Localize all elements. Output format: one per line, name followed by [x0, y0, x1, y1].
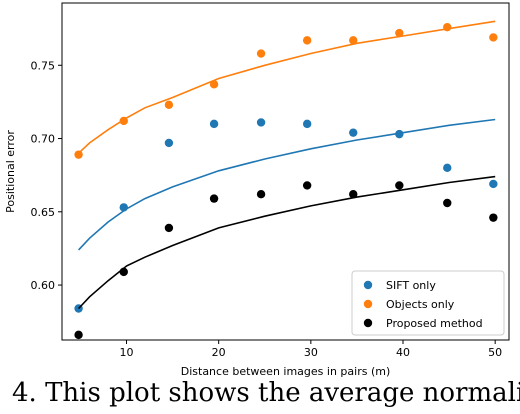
y-tick-label: 0.65 [31, 206, 56, 219]
legend-marker [363, 299, 373, 309]
sift-only-point [256, 118, 266, 127]
x-tick-label: 20 [212, 346, 226, 359]
x-tick-label: 50 [488, 346, 502, 359]
y-axis-ticks: 0.60 0.65 0.70 0.75 [31, 59, 62, 292]
x-tick-label: 10 [120, 346, 134, 359]
proposed-method-point [119, 267, 128, 277]
sift-only-point [443, 163, 452, 173]
y-tick-label: 0.70 [31, 133, 56, 146]
objects-only-point [395, 28, 404, 38]
legend-marker [363, 280, 373, 290]
proposed-method-point [302, 181, 312, 190]
objects-only-point [349, 36, 358, 45]
legend-entry: Proposed method [386, 317, 483, 330]
x-tick-label: 30 [304, 346, 318, 359]
objects-only-point [209, 80, 219, 89]
figure-caption: 4. This plot shows the average normalize… [12, 378, 520, 408]
proposed-method-point [256, 190, 266, 199]
y-tick-label: 0.60 [31, 279, 56, 292]
sift-only-point [395, 129, 404, 139]
legend-box [351, 270, 505, 336]
objects-only-point [443, 22, 452, 32]
objects-only-point [164, 100, 174, 110]
proposed-method-point [489, 213, 498, 222]
legend-entry: SIFT only [386, 279, 436, 292]
x-tick-label: 40 [396, 346, 410, 359]
y-tick-label: 0.75 [31, 59, 56, 72]
plot-marks [74, 20, 498, 340]
y-axis-label: Positional error [4, 130, 17, 213]
proposed-method-point [164, 223, 174, 233]
objects-only-point [119, 116, 128, 126]
proposed-method-point [74, 330, 83, 340]
objects-only-point [302, 36, 312, 45]
objects-only-fit-line [78, 20, 496, 154]
sift-only-point [119, 203, 128, 212]
sift-only-point [164, 138, 174, 148]
legend-entry: Objects only [386, 298, 455, 311]
sift-only-point [489, 179, 498, 189]
plot-frame [61, 2, 510, 341]
legend-marker [363, 318, 373, 328]
sift-only-point [302, 119, 312, 129]
objects-only-point [256, 49, 266, 58]
objects-only-point [489, 33, 498, 42]
x-axis-label: Distance between images in pairs (m) [181, 365, 391, 378]
proposed-method-fit-line [78, 175, 496, 310]
legend: SIFT only Objects only Proposed method [351, 270, 505, 336]
proposed-method-point [443, 198, 452, 208]
sift-only-point [209, 119, 219, 129]
proposed-method-point [395, 181, 404, 190]
proposed-method-point [209, 194, 219, 203]
sift-only-point [349, 128, 358, 137]
objects-only-point [74, 150, 83, 159]
proposed-method-point [349, 190, 358, 199]
x-axis-ticks: 10 20 30 40 50 [120, 340, 502, 359]
